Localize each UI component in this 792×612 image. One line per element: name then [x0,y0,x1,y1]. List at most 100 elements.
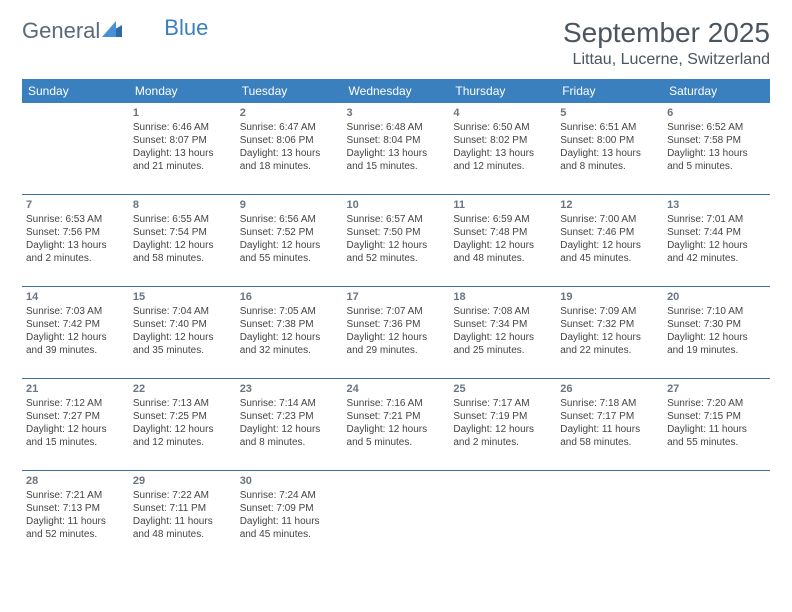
calendar-day-cell: 4Sunrise: 6:50 AMSunset: 8:02 PMDaylight… [449,103,556,195]
day-number: 25 [453,382,552,396]
daylight-text: and 58 minutes. [133,252,232,265]
calendar-week-row: 7Sunrise: 6:53 AMSunset: 7:56 PMDaylight… [22,194,770,286]
calendar-day-cell: 18Sunrise: 7:08 AMSunset: 7:34 PMDayligh… [449,286,556,378]
daylight-text: and 25 minutes. [453,344,552,357]
sunset-text: Sunset: 8:04 PM [347,134,446,147]
sunset-text: Sunset: 7:19 PM [453,410,552,423]
page-subtitle: Littau, Lucerne, Switzerland [563,51,770,69]
day-number: 13 [667,198,766,212]
sunset-text: Sunset: 8:06 PM [240,134,339,147]
calendar-day-cell: 26Sunrise: 7:18 AMSunset: 7:17 PMDayligh… [556,378,663,470]
daylight-text: Daylight: 12 hours [453,239,552,252]
daylight-text: Daylight: 12 hours [453,423,552,436]
daylight-text: Daylight: 11 hours [240,515,339,528]
day-number: 20 [667,290,766,304]
sunset-text: Sunset: 8:07 PM [133,134,232,147]
daylight-text: Daylight: 12 hours [133,331,232,344]
calendar-day-cell: 25Sunrise: 7:17 AMSunset: 7:19 PMDayligh… [449,378,556,470]
calendar-page: General Blue September 2025 Littau, Luce… [0,0,792,612]
weekday-header: Thursday [449,79,556,103]
sunset-text: Sunset: 7:54 PM [133,226,232,239]
day-number: 14 [26,290,125,304]
daylight-text: and 18 minutes. [240,160,339,173]
brand-logo: General Blue [22,18,208,44]
day-number: 19 [560,290,659,304]
day-number: 24 [347,382,446,396]
sunset-text: Sunset: 7:30 PM [667,318,766,331]
weekday-header: Friday [556,79,663,103]
weekday-row: Sunday Monday Tuesday Wednesday Thursday… [22,79,770,103]
day-number: 22 [133,382,232,396]
daylight-text: and 52 minutes. [347,252,446,265]
calendar-week-row: 21Sunrise: 7:12 AMSunset: 7:27 PMDayligh… [22,378,770,470]
daylight-text: and 8 minutes. [240,436,339,449]
sunrise-text: Sunrise: 7:03 AM [26,305,125,318]
daylight-text: Daylight: 13 hours [667,147,766,160]
sunrise-text: Sunrise: 6:56 AM [240,213,339,226]
day-number: 8 [133,198,232,212]
daylight-text: and 12 minutes. [453,160,552,173]
calendar-day-cell: 7Sunrise: 6:53 AMSunset: 7:56 PMDaylight… [22,194,129,286]
day-number: 28 [26,474,125,488]
calendar-day-cell: 3Sunrise: 6:48 AMSunset: 8:04 PMDaylight… [343,103,450,195]
logo-text-part1: General [22,18,100,44]
day-number: 12 [560,198,659,212]
daylight-text: Daylight: 12 hours [667,239,766,252]
daylight-text: Daylight: 12 hours [133,423,232,436]
daylight-text: and 55 minutes. [240,252,339,265]
daylight-text: Daylight: 12 hours [667,331,766,344]
daylight-text: Daylight: 13 hours [560,147,659,160]
calendar-head: Sunday Monday Tuesday Wednesday Thursday… [22,79,770,103]
sunset-text: Sunset: 7:27 PM [26,410,125,423]
weekday-header: Wednesday [343,79,450,103]
daylight-text: Daylight: 12 hours [560,239,659,252]
calendar-day-cell: 12Sunrise: 7:00 AMSunset: 7:46 PMDayligh… [556,194,663,286]
daylight-text: Daylight: 12 hours [240,423,339,436]
day-number: 9 [240,198,339,212]
day-number: 5 [560,106,659,120]
daylight-text: and 5 minutes. [347,436,446,449]
calendar-day-cell: 22Sunrise: 7:13 AMSunset: 7:25 PMDayligh… [129,378,236,470]
day-number: 16 [240,290,339,304]
weekday-header: Tuesday [236,79,343,103]
daylight-text: and 45 minutes. [560,252,659,265]
calendar-day-cell: 24Sunrise: 7:16 AMSunset: 7:21 PMDayligh… [343,378,450,470]
sunrise-text: Sunrise: 6:46 AM [133,121,232,134]
sunset-text: Sunset: 7:38 PM [240,318,339,331]
page-header: General Blue September 2025 Littau, Luce… [22,18,770,69]
daylight-text: and 58 minutes. [560,436,659,449]
sunrise-text: Sunrise: 7:10 AM [667,305,766,318]
weekday-header: Saturday [663,79,770,103]
calendar-day-cell: 13Sunrise: 7:01 AMSunset: 7:44 PMDayligh… [663,194,770,286]
sunrise-text: Sunrise: 7:24 AM [240,489,339,502]
sunset-text: Sunset: 7:52 PM [240,226,339,239]
title-group: September 2025 Littau, Lucerne, Switzerl… [563,18,770,69]
daylight-text: and 48 minutes. [133,528,232,541]
daylight-text: Daylight: 12 hours [240,239,339,252]
daylight-text: Daylight: 13 hours [240,147,339,160]
calendar-week-row: 28Sunrise: 7:21 AMSunset: 7:13 PMDayligh… [22,470,770,562]
daylight-text: Daylight: 12 hours [347,239,446,252]
calendar-week-row: 1Sunrise: 6:46 AMSunset: 8:07 PMDaylight… [22,103,770,195]
calendar-table: Sunday Monday Tuesday Wednesday Thursday… [22,79,770,562]
daylight-text: Daylight: 12 hours [453,331,552,344]
daylight-text: and 21 minutes. [133,160,232,173]
daylight-text: Daylight: 12 hours [26,423,125,436]
sunset-text: Sunset: 7:48 PM [453,226,552,239]
sunset-text: Sunset: 7:46 PM [560,226,659,239]
daylight-text: and 22 minutes. [560,344,659,357]
day-number: 2 [240,106,339,120]
sunset-text: Sunset: 7:17 PM [560,410,659,423]
daylight-text: Daylight: 13 hours [133,147,232,160]
day-number: 3 [347,106,446,120]
daylight-text: Daylight: 11 hours [133,515,232,528]
daylight-text: and 5 minutes. [667,160,766,173]
sunset-text: Sunset: 7:13 PM [26,502,125,515]
daylight-text: Daylight: 11 hours [26,515,125,528]
day-number: 23 [240,382,339,396]
calendar-day-cell: 19Sunrise: 7:09 AMSunset: 7:32 PMDayligh… [556,286,663,378]
logo-mark-icon [102,17,122,43]
sunrise-text: Sunrise: 6:51 AM [560,121,659,134]
sunrise-text: Sunrise: 7:07 AM [347,305,446,318]
sunrise-text: Sunrise: 7:12 AM [26,397,125,410]
